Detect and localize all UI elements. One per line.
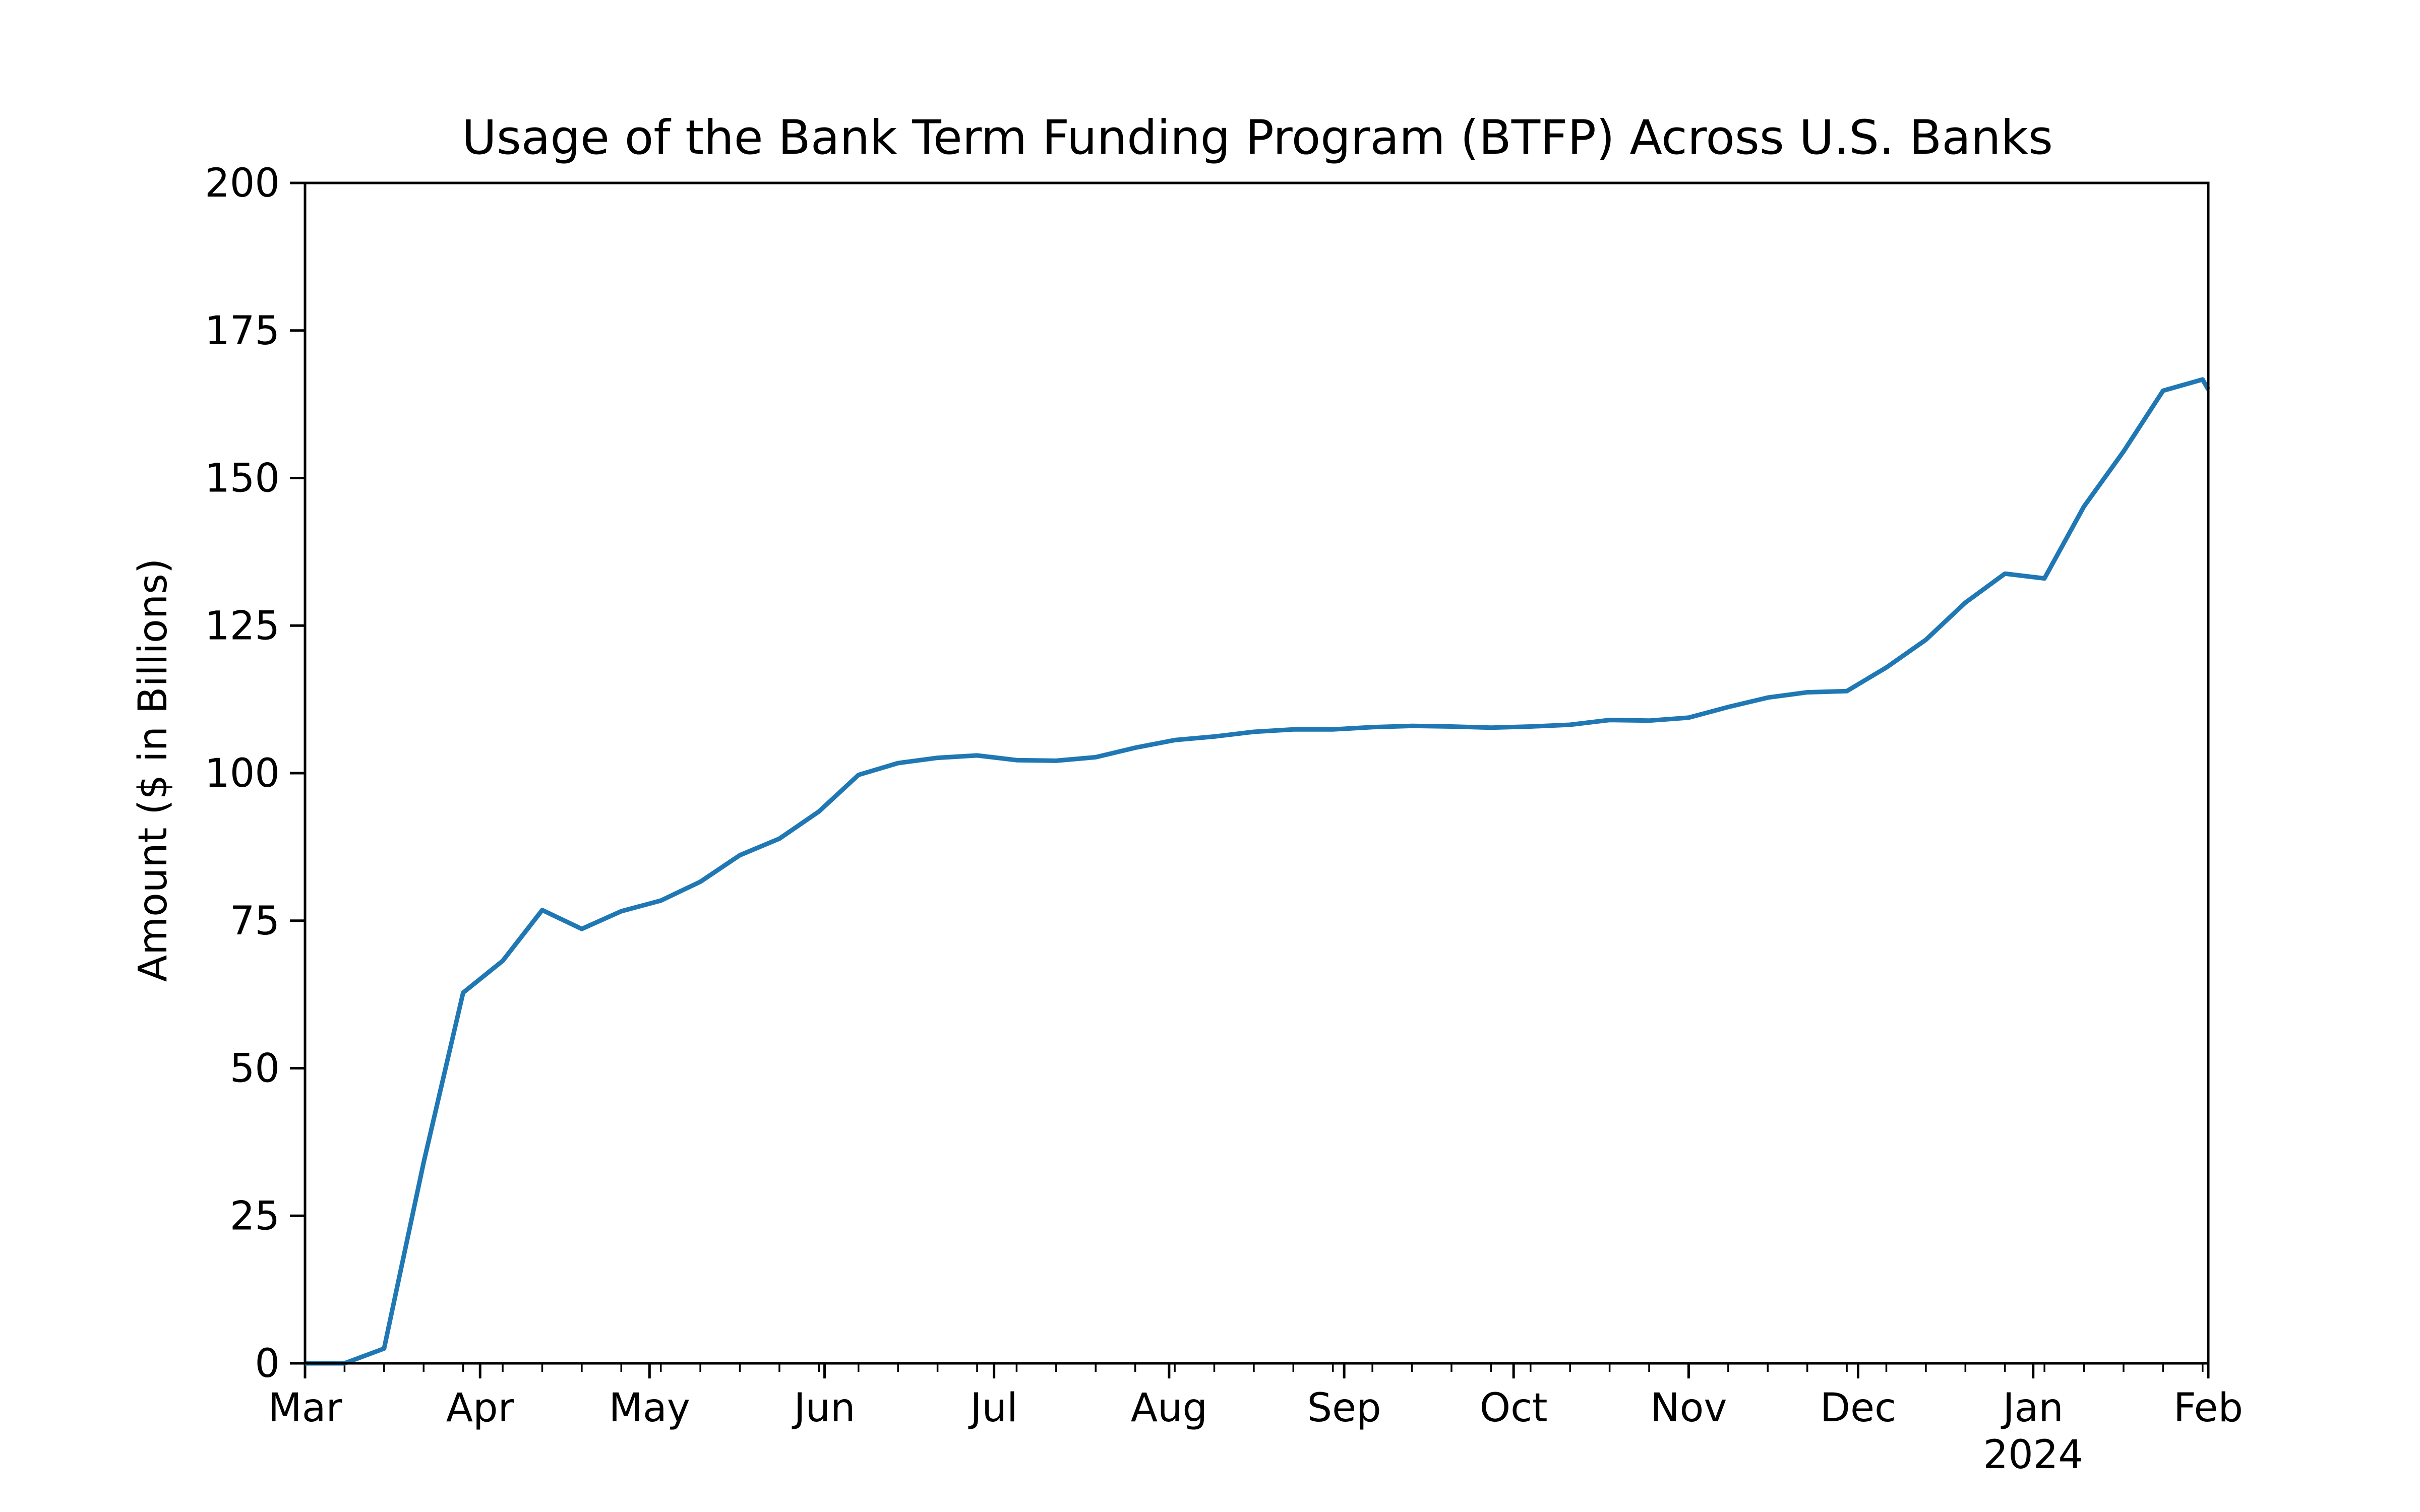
x-tick-label: Dec (1820, 1385, 1896, 1431)
y-tick-label: 0 (255, 1341, 280, 1387)
x-tick-label: Mar (268, 1385, 342, 1431)
y-tick-label: 150 (205, 456, 280, 501)
y-tick-label: 100 (205, 751, 280, 796)
y-tick-label: 175 (205, 308, 280, 354)
x-tick-label: Jul (968, 1385, 1018, 1431)
x-tick-label: Feb (2173, 1385, 2243, 1431)
y-tick-label: 75 (230, 899, 280, 944)
x-tick-label: Sep (1307, 1385, 1381, 1431)
x-tick-label: Apr (446, 1385, 515, 1431)
plot-area-frame (304, 181, 2210, 1365)
x-tick-label: Jan (2001, 1385, 2064, 1431)
x-tick-label: Jun (792, 1385, 856, 1431)
x-tick-label: Oct (1480, 1385, 1548, 1431)
x-tick-label: Aug (1131, 1385, 1207, 1431)
y-tick-label: 25 (230, 1193, 280, 1239)
x-tick-sublabel: 2024 (1983, 1432, 2083, 1478)
series-line-btfp-usage (305, 377, 2210, 1366)
x-tick-label: Nov (1650, 1385, 1727, 1431)
y-axis-title: Amount ($ in Billions) (131, 558, 176, 982)
x-tick-label: May (609, 1385, 690, 1431)
y-axis-ticks: 0 25 50 75 100 125 150 175 200 (205, 161, 305, 1387)
y-tick-label: 125 (205, 603, 280, 649)
y-tick-label: 50 (230, 1046, 280, 1092)
y-tick-label: 200 (205, 161, 280, 206)
chart-title: Usage of the Bank Term Funding Program (… (462, 110, 2053, 165)
